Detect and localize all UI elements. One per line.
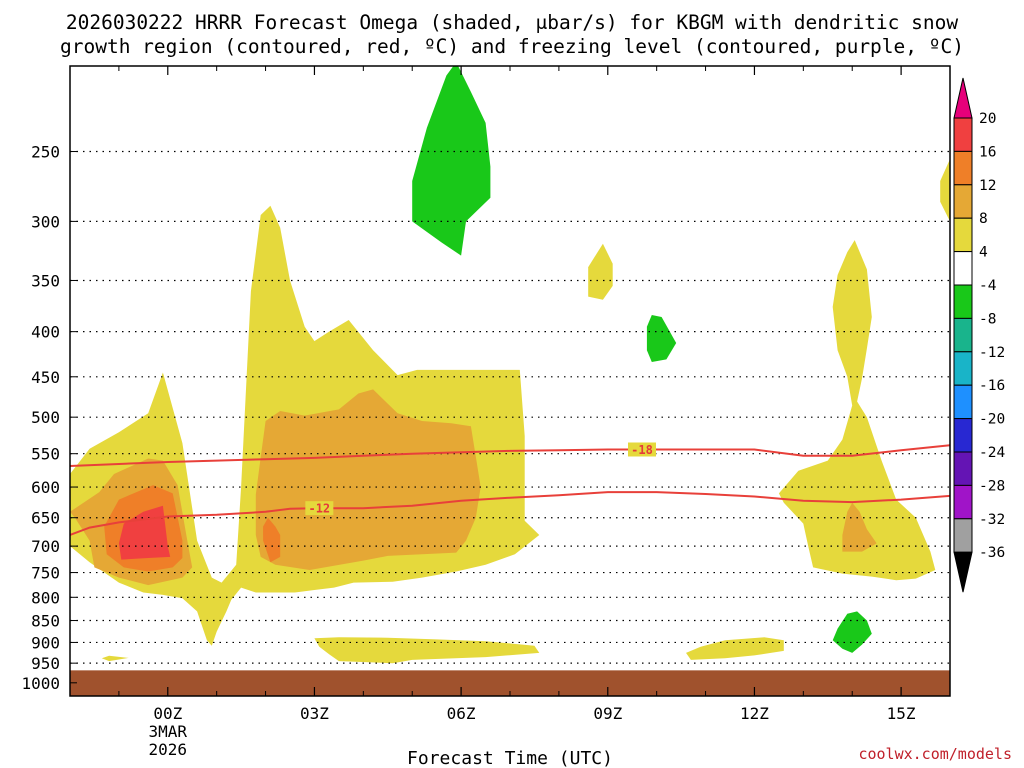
colorbar-bin-12-16 — [953, 150, 973, 186]
x-axis-title: Forecast Time (UTC) — [407, 748, 613, 768]
x-tick-label-09Z: 09Z — [593, 704, 622, 723]
colorbar-bin--12--8 — [953, 317, 973, 353]
colorbar-bin--28--24 — [953, 451, 973, 486]
colorbar-label--16: -16 — [979, 378, 1005, 394]
omega-region--8--4-14 — [646, 315, 677, 362]
x-tick-date: 3MAR — [149, 722, 188, 741]
y-tick-label-550: 550 — [31, 445, 60, 464]
colorbar-bin--32--28 — [953, 484, 973, 520]
omega-region-4-8-4 — [588, 243, 613, 300]
chart-title-line2: growth region (contoured, red, ºC) and f… — [60, 35, 964, 58]
omega-shading — [70, 66, 950, 664]
omega-region-4-8-5 — [778, 240, 936, 581]
y-tick-label-600: 600 — [31, 478, 60, 497]
omega-region-4-8-2 — [314, 637, 540, 664]
y-tick-label-650: 650 — [31, 509, 60, 528]
y-tick-label-350: 350 — [31, 271, 60, 290]
colorbar-bin--36--32 — [953, 518, 973, 553]
isotherm-label--12: -12 — [308, 502, 330, 516]
colorbar-label--12: -12 — [979, 345, 1005, 361]
isotherm-label-bg--12 — [305, 501, 334, 516]
y-tick-label-850: 850 — [31, 612, 60, 631]
omega-region-12-16-11 — [263, 517, 281, 563]
y-tick-label-700: 700 — [31, 537, 60, 556]
y-tick-label-250: 250 — [31, 143, 60, 162]
pressure-axis: 250 300 350 400 450 500 550 600 650 700 750 800 850 9… — [21, 143, 77, 693]
colorbar-bin--20--16 — [953, 384, 973, 420]
colorbar-label-16: 16 — [979, 144, 996, 160]
x-tick-label-12Z: 12Z — [740, 704, 769, 723]
colorbar-label--36: -36 — [979, 545, 1005, 561]
omega-colorbar: 20 16 12 8 4 -4 -8 -12 -16 -20 -24 -28 -32 -36 — [953, 77, 1005, 593]
y-tick-label-300: 300 — [31, 212, 60, 231]
y-tick-label-500: 500 — [31, 408, 60, 427]
isotherm-label-bg--18 — [628, 442, 656, 457]
colorbar-bin-8-12 — [953, 184, 973, 219]
colorbar-bin--8--4 — [953, 284, 973, 319]
y-tick-label-400: 400 — [31, 323, 60, 342]
omega-region-8-12-8 — [255, 389, 481, 570]
x-tick-label-03Z: 03Z — [300, 704, 329, 723]
colorbar-label--24: -24 — [979, 445, 1005, 461]
colorbar-label--8: -8 — [979, 311, 996, 327]
omega-region-4-8-1 — [101, 655, 129, 662]
colorbar-bin-4-8 — [953, 217, 973, 253]
chart-title-line1: 2026030222 HRRR Forecast Omega (shaded, … — [66, 11, 958, 34]
omega-region-16-20-12 — [118, 505, 171, 560]
plot-area: -18 -12 — [70, 66, 950, 696]
omega-region--8--4-13 — [412, 66, 491, 256]
colorbar-label--4: -4 — [979, 278, 997, 294]
x-tick-year: 2026 — [149, 740, 188, 759]
y-tick-label-900: 900 — [31, 633, 60, 652]
isotherm--12 — [70, 491, 950, 536]
credit-link[interactable]: coolwx.com/models — [858, 745, 1012, 763]
y-tick-label-750: 750 — [31, 564, 60, 583]
x-tick-label-06Z: 06Z — [447, 704, 476, 723]
omega-region--8--4-15 — [832, 611, 872, 653]
colorbar-label-4: 4 — [979, 245, 988, 261]
colorbar-bin--24--20 — [953, 418, 973, 453]
colorbar-label-12: 12 — [979, 178, 996, 194]
colorbar-label--28: -28 — [979, 478, 1005, 494]
isotherm--18 — [70, 444, 950, 467]
isotherm-label--18: -18 — [631, 443, 653, 457]
y-tick-label-800: 800 — [31, 588, 60, 607]
y-tick-label-1000: 1000 — [21, 674, 60, 693]
colorbar-label-20: 20 — [979, 111, 996, 127]
x-tick-label-15Z: 15Z — [887, 704, 916, 723]
colorbar-label--20: -20 — [979, 412, 1005, 428]
colorbar-bin--16--12 — [953, 351, 973, 386]
colorbar-label-8: 8 — [979, 211, 988, 227]
omega-region-8-12-9 — [842, 502, 877, 552]
x-tick-label-00Z: 00Z — [153, 704, 182, 723]
colorbar-arrow-bottom — [953, 551, 973, 593]
colorbar-bin-16-20 — [953, 117, 973, 152]
y-tick-label-450: 450 — [31, 368, 60, 387]
y-tick-label-950: 950 — [31, 654, 60, 673]
colorbar-bin--4-4 — [953, 251, 973, 286]
omega-region-4-8-6 — [940, 159, 950, 222]
dgz-isotherms: -18 -12 — [70, 442, 950, 536]
colorbar-label--32: -32 — [979, 512, 1005, 528]
